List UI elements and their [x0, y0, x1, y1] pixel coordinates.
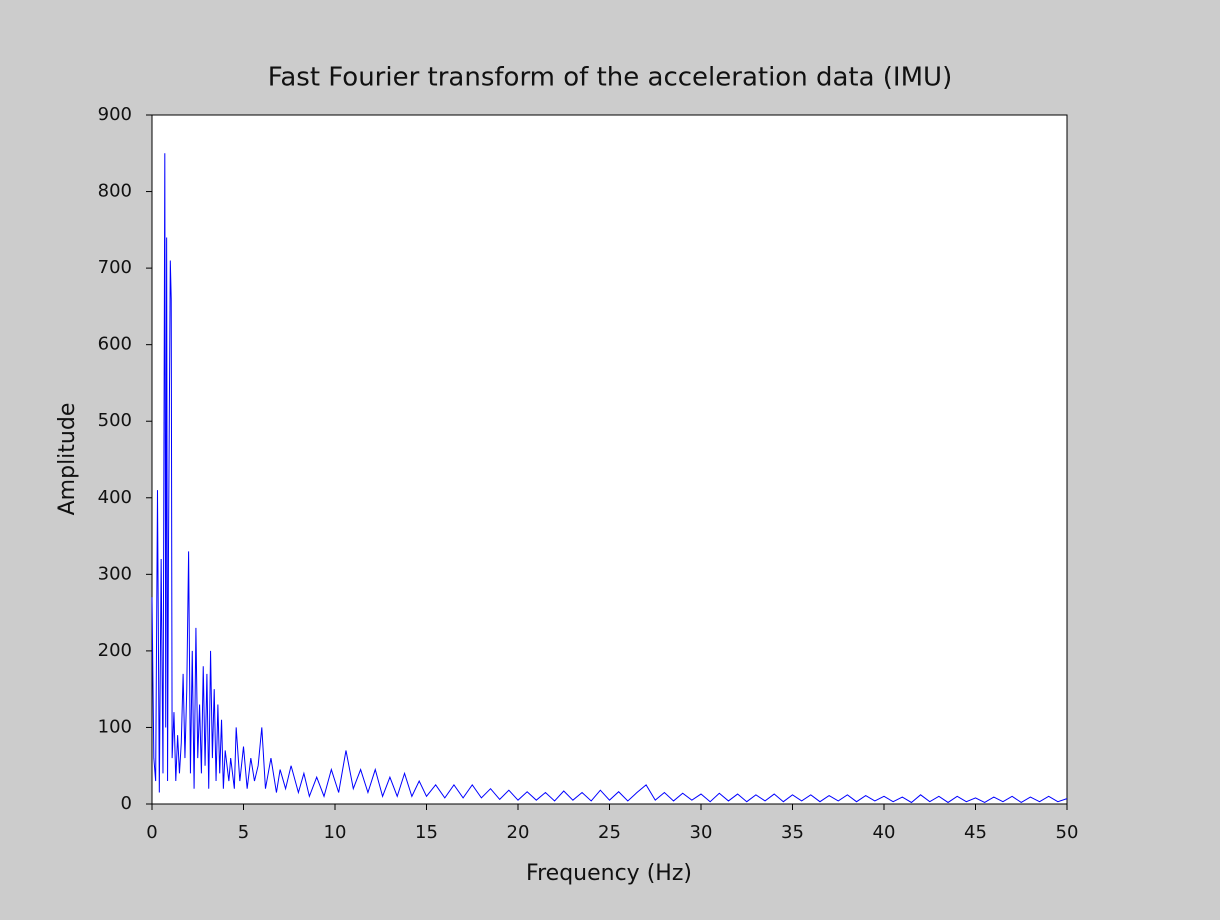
y-tick-label: 300 — [98, 563, 132, 584]
x-tick-label: 0 — [146, 822, 157, 843]
x-tick-label: 30 — [690, 822, 713, 843]
y-tick-label: 0 — [121, 793, 132, 814]
y-axis-label: Amplitude — [55, 403, 80, 516]
plot-area — [151, 114, 1068, 805]
y-tick-label: 400 — [98, 487, 132, 508]
y-tick-label: 200 — [98, 640, 132, 661]
y-tick-label: 700 — [98, 257, 132, 278]
x-tick-label: 45 — [964, 822, 987, 843]
y-tick-label: 600 — [98, 334, 132, 355]
x-tick-label: 15 — [415, 822, 438, 843]
x-axis-label: Frequency (Hz) — [526, 861, 692, 886]
y-tick-label: 800 — [98, 181, 132, 202]
x-tick-label: 20 — [507, 822, 530, 843]
x-tick-label: 40 — [873, 822, 896, 843]
x-tick-label: 10 — [324, 822, 347, 843]
x-tick-label: 50 — [1056, 822, 1079, 843]
y-tick-label: 900 — [98, 104, 132, 125]
chart-title: Fast Fourier transform of the accelerati… — [268, 63, 952, 93]
line-series — [151, 153, 1068, 804]
x-tick-label: 25 — [598, 822, 621, 843]
x-tick-label: 35 — [781, 822, 804, 843]
y-tick-label: 500 — [98, 410, 132, 431]
x-tick-label: 5 — [238, 822, 249, 843]
y-tick-label: 100 — [98, 716, 132, 737]
